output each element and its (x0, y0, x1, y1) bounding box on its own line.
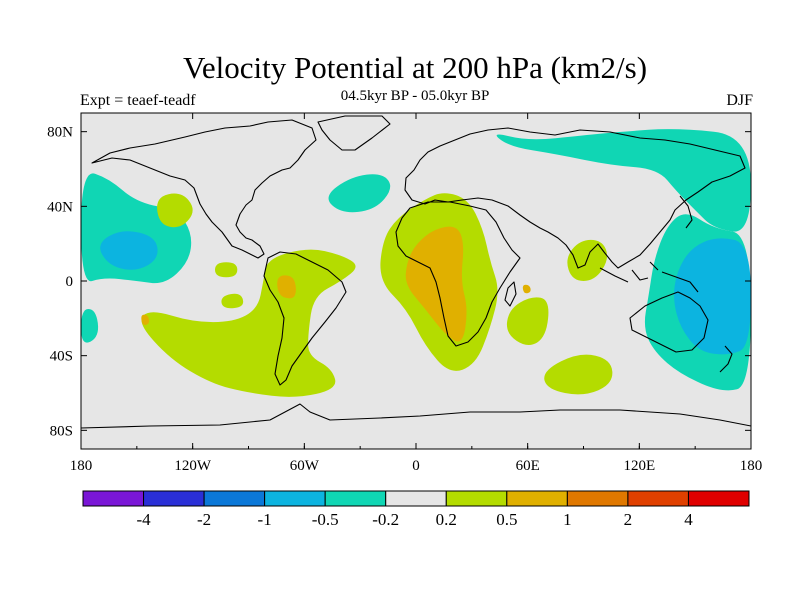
coastline-japan (679, 195, 693, 229)
colorbar-swatch (445, 490, 508, 507)
chart-subtitle: 04.5kyr BP - 05.0kyr BP (340, 88, 490, 104)
season-label: DJF (726, 92, 753, 109)
x-tick-label: 60W (290, 458, 320, 474)
coastline-new-zealand (719, 345, 733, 373)
contour-region-lime-9 (141, 249, 356, 397)
colorbar-swatch (566, 490, 629, 507)
colorbar-swatch (506, 490, 568, 507)
coastline-greenland (317, 115, 391, 151)
contour-region-lime-10 (221, 293, 244, 309)
coastline-maritime-continent (599, 261, 699, 293)
coastline-antarctica (81, 403, 751, 429)
colorbar-label: -2 (197, 510, 211, 529)
x-tick-label: 120E (623, 458, 655, 474)
colorbar-label: -0.2 (372, 510, 399, 529)
colorbar-swatch (687, 490, 750, 507)
contour-region-lime-14 (544, 354, 613, 395)
coastlines (81, 115, 751, 429)
contour-region-cyan-0 (496, 129, 751, 232)
colorbar-swatch (264, 490, 326, 507)
coastline-australia (629, 291, 709, 353)
colorbar: -4 -2 -1 -0.5 -0.2 0.2 0.5 1 2 4 (82, 490, 750, 529)
colorbar-label: 2 (624, 510, 633, 529)
colorbar-label: 0.5 (496, 510, 517, 529)
contour-region-orange-16 (277, 275, 296, 299)
contour-region-lime-7 (157, 193, 193, 228)
x-tick-label: 0 (412, 458, 420, 474)
colorbar-label: 1 (563, 510, 572, 529)
colorbar-label: -1 (258, 510, 272, 529)
chart-title: Velocity Potential at 200 hPa (km2/s) (182, 50, 648, 85)
x-tick-label: 180 (70, 458, 93, 474)
colorbar-label: -0.5 (312, 510, 339, 529)
x-tick-label: 180 (740, 458, 763, 474)
x-tick-label: 120W (174, 458, 212, 474)
colorbar-swatch (143, 490, 205, 507)
contour-region-orange-18 (522, 284, 531, 294)
coastline-north-america (91, 119, 317, 259)
contour-regions (81, 129, 751, 397)
contour-region-cyan-6 (328, 174, 391, 213)
contour-region-lime-12 (506, 297, 549, 345)
colorbar-swatch (203, 490, 266, 507)
colorbar-label: -4 (136, 510, 151, 529)
coastline-africa (395, 201, 521, 347)
y-tick-label: 0 (66, 274, 74, 290)
coastline-eurasia (404, 127, 746, 269)
colorbar-swatch (385, 490, 447, 507)
colorbar-label: 0.2 (436, 510, 457, 529)
x-tick-label: 60E (516, 458, 540, 474)
y-tick-label: 40N (47, 199, 73, 215)
contour-region-orange-17 (141, 314, 150, 326)
axes: 180 120W 60W 0 60E 120E 180 80N 40N 0 40S 80S (47, 113, 762, 474)
y-tick-label: 80N (47, 125, 73, 141)
contour-region-cyan-5 (81, 309, 99, 343)
contour-region-blue-4 (100, 231, 158, 270)
colorbar-swatch (324, 490, 387, 507)
contour-region-blue-2 (674, 238, 751, 355)
experiment-label: Expt = teaef-teadf (80, 92, 196, 109)
coastline-south-america (263, 251, 347, 386)
colorbar-label: 4 (684, 510, 693, 529)
colorbar-swatch (627, 490, 689, 507)
colorbar-swatch (82, 490, 145, 507)
coastline-madagascar (504, 281, 517, 307)
y-tick-label: 80S (50, 423, 73, 439)
contour-region-lime-8 (215, 262, 238, 278)
y-tick-label: 40S (50, 349, 73, 365)
